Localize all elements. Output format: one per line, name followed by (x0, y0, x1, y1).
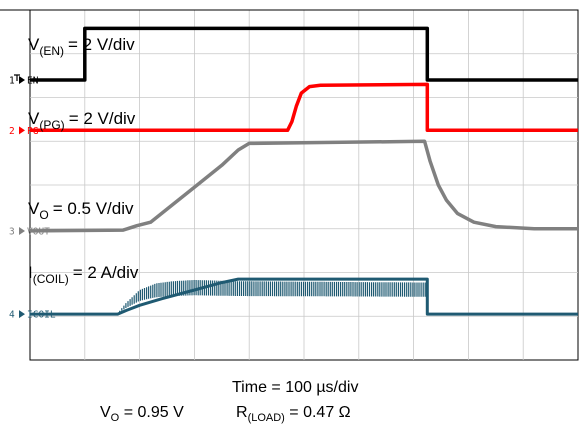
grid (0, 9, 579, 361)
trace-pg (30, 82, 578, 133)
scale-label-pg: V(PG) = 2 V/div (28, 109, 136, 132)
channel-label-icoil: ICOIL (27, 310, 56, 321)
rload-condition: R(LOAD) = 0.47 Ω (236, 404, 351, 425)
channel-arrow-icoil (19, 310, 25, 319)
channel-label-vout: VOUT (27, 226, 50, 237)
scale-label-en: V(EN) = 2 V/div (28, 35, 135, 58)
scale-label-icoil: I(COIL) = 2 A/div (28, 263, 139, 286)
vo-condition: VO = 0.95 V (100, 404, 184, 425)
trigger-marker (14, 74, 20, 81)
channel-number-pg: 2 (9, 126, 15, 137)
trace-vout (29, 139, 578, 233)
channel-label-pg: PG (27, 126, 39, 137)
oscilloscope-chart: 1 EN 2 PG 3 VOUT 4 ICOIL V(EN) = 2 V/div V(PG) = … (0, 9, 579, 361)
channel-markers: 1 EN 2 PG 3 VOUT 4 ICOIL (9, 74, 56, 321)
traces (29, 26, 578, 316)
channel-arrow-en (19, 76, 25, 84)
scale-label-vout: VO = 0.5 V/div (28, 199, 134, 222)
channel-number-en: 1 (9, 76, 15, 87)
trace-en (30, 26, 578, 82)
channel-number-icoil: 4 (9, 310, 15, 321)
channel-arrow-vout (19, 226, 25, 235)
channel-arrow-pg (19, 126, 25, 135)
channel-number-vout: 3 (9, 226, 15, 237)
x-axis-label: Time = 100 µs/div (232, 379, 359, 396)
trace-icoil (30, 277, 578, 316)
channel-label-en: EN (27, 76, 39, 87)
